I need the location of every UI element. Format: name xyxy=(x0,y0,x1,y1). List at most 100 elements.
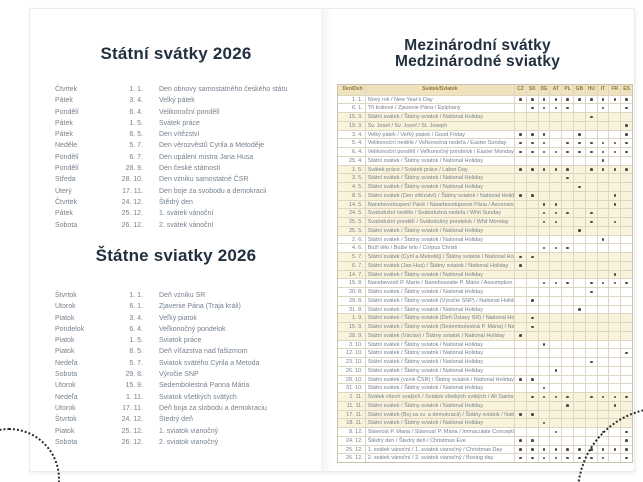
holiday-mark-cell xyxy=(608,253,620,261)
holiday-mark-cell xyxy=(549,331,561,340)
weekday-label: Neděle xyxy=(55,142,78,150)
date-label: 6. 4. xyxy=(129,108,143,116)
holiday-mark-cell xyxy=(537,121,550,130)
date-label: 8. 5. xyxy=(129,348,143,356)
holiday-mark-cell xyxy=(537,445,550,454)
holiday-mark-cell xyxy=(549,121,561,130)
holiday-mark-cell xyxy=(514,340,526,349)
holiday-row: Piatok 3. 4. Veľký piatok xyxy=(55,313,317,324)
holiday-mark-cell xyxy=(525,218,538,226)
table-holiday-cell: Štědrý den / Štedrý deň / Christmas Eve xyxy=(364,436,514,445)
holiday-mark-cell xyxy=(608,183,620,191)
holiday-dot xyxy=(625,395,628,399)
holiday-mark-cell xyxy=(608,104,620,112)
table-date-cell: 26. 10. xyxy=(345,367,363,374)
table-date-cell: 25. 5. xyxy=(348,227,363,234)
holiday-mark-cell xyxy=(608,191,620,200)
holiday-mark-cell xyxy=(537,174,550,182)
holiday-mark-cell xyxy=(584,253,597,261)
holiday-mark-cell xyxy=(620,200,632,209)
holiday-mark-cell xyxy=(549,401,561,410)
holiday-name: Štědrý den xyxy=(159,198,193,206)
holiday-mark-cell xyxy=(584,200,597,209)
international-title-line2: Medzinárodné sviatky xyxy=(394,53,561,70)
holiday-dot xyxy=(589,281,593,285)
holiday-mark-cell xyxy=(608,305,620,314)
table-row: 15. 3. Státní svátek / Štátny sviatok / N… xyxy=(338,112,632,121)
holiday-mark-cell xyxy=(608,340,620,349)
holiday-mark-cell xyxy=(514,130,526,139)
date-label: 1. 1. xyxy=(129,86,143,93)
table-holiday-cell: Státní svátek / Štátny sviatok / Nationa… xyxy=(364,270,514,279)
date-label: 1. 5. xyxy=(129,119,143,127)
holiday-row: Pátek 3. 4. Velký pátek xyxy=(55,95,317,106)
holiday-mark-cell xyxy=(549,436,561,445)
date-label: 25. 12. xyxy=(121,427,143,435)
date-label: 1. 11. xyxy=(126,393,143,401)
table-date-cell: 18. 11. xyxy=(346,420,363,427)
holiday-mark-cell xyxy=(525,104,538,112)
holiday-mark-cell xyxy=(620,349,632,357)
holiday-mark-cell xyxy=(620,209,632,217)
holiday-mark-cell xyxy=(549,191,561,200)
holiday-mark-cell xyxy=(537,436,550,445)
holiday-mark-cell xyxy=(608,139,620,147)
holiday-name: Sviatok práce xyxy=(159,337,202,345)
holiday-dot xyxy=(601,159,605,162)
holiday-mark-cell xyxy=(561,305,573,314)
table-holiday-cell: Státní svátek / Štátny sviatok / Nationa… xyxy=(364,358,514,366)
holiday-mark-cell xyxy=(584,139,597,147)
date-label: 25. 12. xyxy=(121,210,143,218)
holiday-mark-cell xyxy=(525,261,538,270)
holiday-mark-cell xyxy=(525,358,538,366)
holiday-mark-cell xyxy=(620,113,632,121)
holiday-mark-cell xyxy=(549,270,561,279)
holiday-mark-cell xyxy=(561,358,573,366)
holiday-mark-cell xyxy=(573,121,585,130)
table-holiday-cell: Svatodušní pondělí / Svätodušný pondelok… xyxy=(364,218,514,226)
holiday-mark-cell xyxy=(561,95,573,104)
holiday-mark-cell xyxy=(549,314,561,322)
table-holiday-cell: Boží tělo / Božie telo / Corpus Christi xyxy=(364,244,514,252)
holiday-mark-cell xyxy=(596,165,609,174)
holiday-mark-cell xyxy=(596,288,609,296)
holiday-dot xyxy=(542,150,546,154)
table-date-cell: 14. 7. xyxy=(348,271,363,278)
holiday-mark-cell xyxy=(584,165,597,174)
holiday-mark-cell xyxy=(596,331,609,340)
holiday-dot xyxy=(625,124,628,127)
holiday-dot xyxy=(530,439,534,442)
holiday-mark-cell xyxy=(596,244,609,252)
holiday-mark-cell xyxy=(620,331,632,340)
holiday-mark-cell xyxy=(537,314,550,322)
table-header-row: Den/Deň Svátek/Sviatok CZ SK DE AT PL GB HU IT F… xyxy=(338,85,632,95)
holiday-mark-cell xyxy=(620,244,632,252)
holiday-mark-cell xyxy=(608,331,620,340)
holiday-name: 2. svátek vánoční xyxy=(159,221,214,229)
holiday-dot xyxy=(589,98,593,101)
holiday-dot xyxy=(530,141,534,145)
holiday-mark-cell xyxy=(608,288,620,296)
holiday-mark-cell xyxy=(596,174,609,182)
holiday-dot xyxy=(589,168,593,171)
holiday-mark-cell xyxy=(537,183,550,191)
holiday-mark-cell xyxy=(596,393,609,401)
table-date-cell: 5. 4. xyxy=(352,140,363,147)
holiday-mark-cell xyxy=(573,358,585,366)
holiday-mark-cell xyxy=(573,218,585,226)
holiday-mark-cell xyxy=(525,393,538,401)
table-date-cell: 4. 6. xyxy=(352,245,363,252)
holiday-name: 1. sviatok vianočný xyxy=(159,427,219,435)
holiday-mark-cell xyxy=(525,121,538,130)
holiday-mark-cell xyxy=(596,113,609,121)
table-row: 11. 11. Státní svátek / Štátny sviatok / … xyxy=(338,400,632,410)
holiday-mark-cell xyxy=(514,445,526,454)
table-holiday-cell: Státní svátek (Jan Hus) / Štátny sviatok… xyxy=(364,261,514,270)
holiday-name: Den vítězství xyxy=(159,131,200,139)
table-row: 25. 5. Státní svátek / Štátny sviatok / N… xyxy=(338,225,632,235)
holiday-row: Sobota 29. 8. Výročie SNP xyxy=(55,369,317,380)
table-date-cell: 19. 3. xyxy=(348,122,363,129)
holiday-row: Sobota 26. 12. 2. sviatok vianočný xyxy=(55,437,317,448)
weekday-label: Pondělí xyxy=(55,165,79,173)
holiday-mark-cell xyxy=(561,384,573,392)
